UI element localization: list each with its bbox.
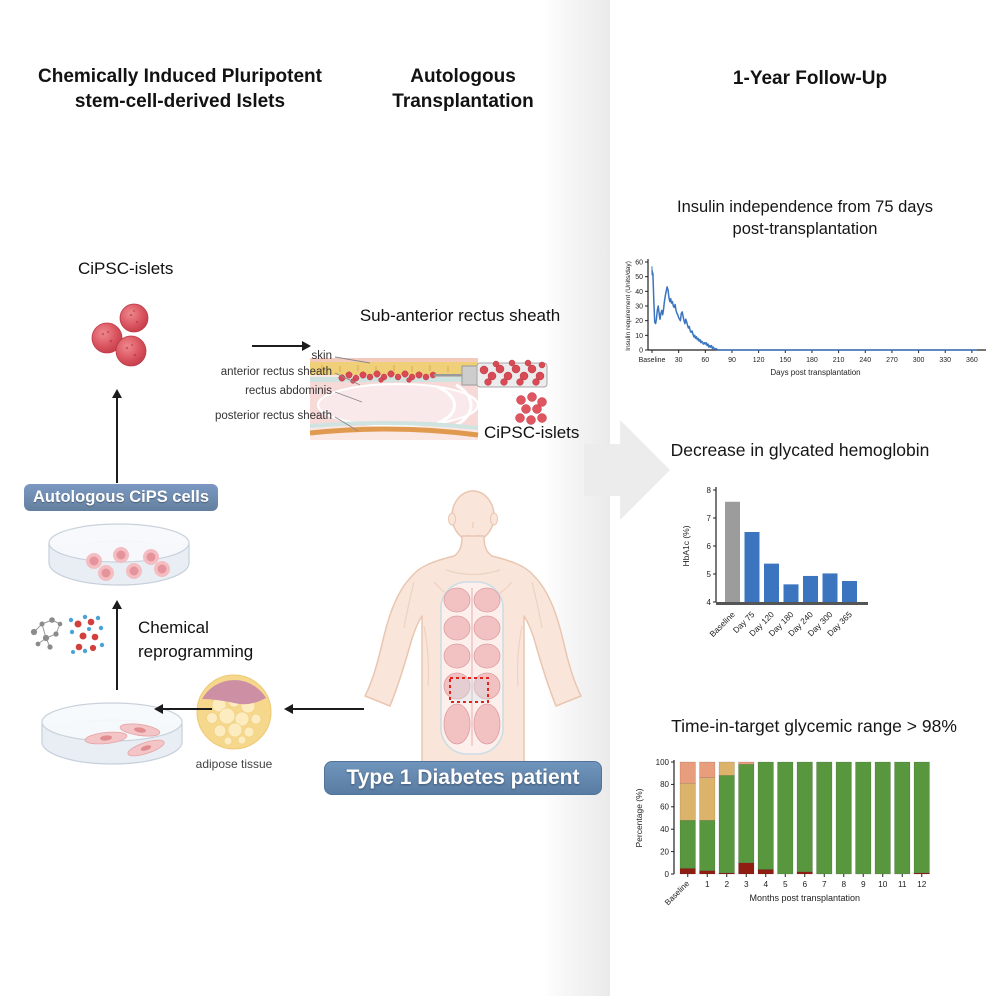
islet-cluster-icon xyxy=(91,303,149,367)
svg-text:HbA1c (%): HbA1c (%) xyxy=(681,525,691,566)
sub-anterior-rectus-sheath-label: Sub-anterior rectus sheath xyxy=(359,306,561,325)
svg-text:8: 8 xyxy=(707,486,712,495)
small-molecule-colored-icon xyxy=(68,614,105,654)
tir-chart-title: Time-in-target glycemic range > 98% xyxy=(671,716,957,736)
svg-text:240: 240 xyxy=(859,357,871,364)
svg-text:9: 9 xyxy=(861,879,866,889)
svg-text:90: 90 xyxy=(728,357,736,364)
tissue-label-leader-lines xyxy=(334,356,371,432)
svg-text:6: 6 xyxy=(707,542,712,551)
svg-text:0: 0 xyxy=(639,348,643,355)
svg-text:300: 300 xyxy=(913,357,925,364)
svg-text:7: 7 xyxy=(707,514,712,523)
cipsc-islets-label: CiPSC-islets xyxy=(484,423,580,442)
chemical-reprogramming-label: Chemical reprogramming xyxy=(138,618,254,661)
small-molecule-gray-icon xyxy=(30,617,63,650)
svg-text:Insulin requirement (Units/day: Insulin requirement (Units/day) xyxy=(625,261,632,351)
svg-text:360: 360 xyxy=(966,357,978,364)
svg-text:5: 5 xyxy=(783,879,788,889)
divider-band xyxy=(542,0,610,996)
svg-text:210: 210 xyxy=(833,357,845,364)
svg-text:1: 1 xyxy=(705,879,710,889)
svg-text:Percentage (%): Percentage (%) xyxy=(634,788,644,847)
autologous-cips-cells-badge: Autologous CiPS cells xyxy=(24,484,218,511)
insulin-requirement-line-chart: 0 10 20 30 40 50 60 Baseline 30 60 90 120 150 180 210 2… xyxy=(625,259,986,377)
tissue-layer-label-anterior-sheath: anterior rectus sheath xyxy=(220,366,332,378)
adipose-tissue-icon xyxy=(196,674,272,750)
svg-text:10: 10 xyxy=(878,879,888,889)
arrow-up-icon xyxy=(112,389,122,483)
arrow-left-icon xyxy=(154,704,212,714)
svg-text:30: 30 xyxy=(675,357,683,364)
type1-diabetes-patient-label: Type 1 Diabetes patient xyxy=(346,766,580,789)
svg-text:8: 8 xyxy=(841,879,846,889)
petri-dish-cips-icon xyxy=(48,523,190,586)
patient-figure xyxy=(364,490,582,764)
svg-text:120: 120 xyxy=(753,357,765,364)
svg-text:270: 270 xyxy=(886,357,898,364)
svg-text:0: 0 xyxy=(665,870,670,879)
autologous-cips-cells-label: Autologous CiPS cells xyxy=(32,488,210,506)
svg-text:11: 11 xyxy=(898,879,907,889)
left-column-title: Chemically Induced Pluripotent stem-cell… xyxy=(38,66,322,113)
svg-text:330: 330 xyxy=(939,357,951,364)
right-column-title: 1-Year Follow-Up xyxy=(732,68,888,89)
svg-text:6: 6 xyxy=(802,879,807,889)
svg-text:3: 3 xyxy=(744,879,749,889)
svg-text:40: 40 xyxy=(635,289,643,296)
svg-text:80: 80 xyxy=(660,780,669,789)
type1-diabetes-patient-badge: Type 1 Diabetes patient xyxy=(324,761,602,795)
arrow-right-icon xyxy=(252,341,312,351)
svg-text:4: 4 xyxy=(707,598,712,607)
svg-text:20: 20 xyxy=(660,847,669,856)
svg-text:40: 40 xyxy=(660,825,669,834)
svg-text:Baseline: Baseline xyxy=(707,609,737,639)
svg-text:60: 60 xyxy=(660,803,669,812)
arrow-up-icon xyxy=(112,600,122,690)
tissue-layer-label-posterior-sheath: posterior rectus sheath xyxy=(215,410,332,422)
islet-cluster-small-icon xyxy=(515,392,547,425)
svg-text:Days post transplantation: Days post transplantation xyxy=(770,368,860,377)
svg-text:150: 150 xyxy=(779,357,791,364)
svg-text:5: 5 xyxy=(707,570,712,579)
svg-text:180: 180 xyxy=(806,357,818,364)
svg-text:100: 100 xyxy=(656,758,670,767)
svg-text:12: 12 xyxy=(917,879,927,889)
cipsc-islets-label: CiPSC-islets xyxy=(78,259,174,278)
svg-text:2: 2 xyxy=(724,879,729,889)
middle-column-title: Autologous Transplantation xyxy=(392,66,534,113)
tissue-cross-section xyxy=(310,358,548,440)
svg-text:Baseline: Baseline xyxy=(639,357,666,364)
arrow-left-icon xyxy=(284,704,364,714)
svg-text:7: 7 xyxy=(822,879,827,889)
insulin-chart-title: Insulin independence from 75 days post-t… xyxy=(677,198,933,239)
svg-text:Months post transplantation: Months post transplantation xyxy=(749,893,860,903)
transplant-site-marker xyxy=(449,677,489,703)
adipose-tissue-label: adipose tissue xyxy=(195,757,273,771)
svg-text:20: 20 xyxy=(635,318,643,325)
svg-text:60: 60 xyxy=(701,357,709,364)
svg-text:30: 30 xyxy=(635,304,643,311)
svg-text:Baseline: Baseline xyxy=(663,879,691,907)
svg-text:4: 4 xyxy=(763,879,768,889)
svg-text:50: 50 xyxy=(635,274,643,281)
tissue-layer-label-rectus-abdominis: rectus abdominis xyxy=(245,385,332,397)
hba1c-chart-title: Decrease in glycated hemoglobin xyxy=(670,440,930,460)
petri-dish-fibroblast-icon xyxy=(41,702,183,765)
svg-text:10: 10 xyxy=(635,333,643,340)
tissue-layer-label-skin: skin xyxy=(311,350,332,362)
svg-text:60: 60 xyxy=(635,260,643,267)
